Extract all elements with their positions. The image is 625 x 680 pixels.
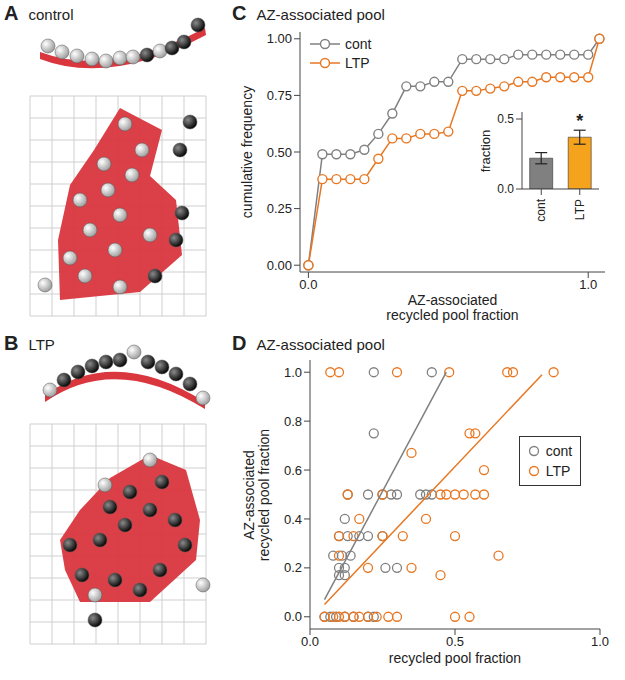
svg-text:1.0: 1.0 <box>591 634 609 649</box>
svg-text:1.0: 1.0 <box>284 365 302 380</box>
html-text:LTP: LTP <box>28 336 55 353</box>
svg-text:cont: cont <box>534 198 548 221</box>
svg-text:0.0: 0.0 <box>497 182 514 196</box>
svg-text:0.75: 0.75 <box>267 88 292 103</box>
svg-text:1.0: 1.0 <box>579 277 597 292</box>
svg-text:0.5: 0.5 <box>497 112 514 126</box>
html-text:control: control <box>28 6 74 23</box>
html-text:D: D <box>232 332 247 354</box>
html-text:AZ-associated: AZ-associated <box>407 291 498 308</box>
html-text:LTP: LTP <box>345 54 370 71</box>
svg-text:0.5: 0.5 <box>446 634 464 649</box>
html-text:cont: cont <box>345 35 372 52</box>
html-text:recycled pool fraction: recycled pool fraction <box>388 650 522 667</box>
html-text:AZ-associated pool: AZ-associated pool <box>256 336 385 353</box>
svg-text:0.2: 0.2 <box>284 560 302 575</box>
svg-text:0.0: 0.0 <box>299 277 317 292</box>
html-text:B: B <box>4 332 19 354</box>
svg-text:0.00: 0.00 <box>267 258 292 273</box>
svg-text:0.8: 0.8 <box>284 414 302 429</box>
svg-text:0.0: 0.0 <box>301 634 319 649</box>
svg-text:0.0: 0.0 <box>284 609 302 624</box>
svg-text:0.25: 0.25 <box>267 201 292 216</box>
html-text:recycled pool fraction: recycled pool fraction <box>386 307 519 323</box>
svg-text:0.6: 0.6 <box>284 463 302 478</box>
svg-text:1.00: 1.00 <box>267 31 292 46</box>
html-text:A: A <box>4 2 19 24</box>
html-text:LTP: LTP <box>545 462 571 479</box>
html-text:fraction: fraction <box>477 129 493 172</box>
svg-text:0.50: 0.50 <box>267 145 292 160</box>
svg-text:*: * <box>576 111 583 131</box>
html-text:AZ-associated: AZ-associated <box>240 449 257 540</box>
html-text:AZ-associated pool: AZ-associated pool <box>256 6 385 23</box>
html-text:C: C <box>232 2 247 24</box>
html-text:cont: cont <box>545 442 573 459</box>
html-text:cumulative frequency: cumulative frequency <box>239 85 256 219</box>
svg-text:LTP: LTP <box>573 199 587 220</box>
svg-text:0.4: 0.4 <box>284 512 302 527</box>
html-text:recycled pool fraction: recycled pool fraction <box>256 428 272 561</box>
